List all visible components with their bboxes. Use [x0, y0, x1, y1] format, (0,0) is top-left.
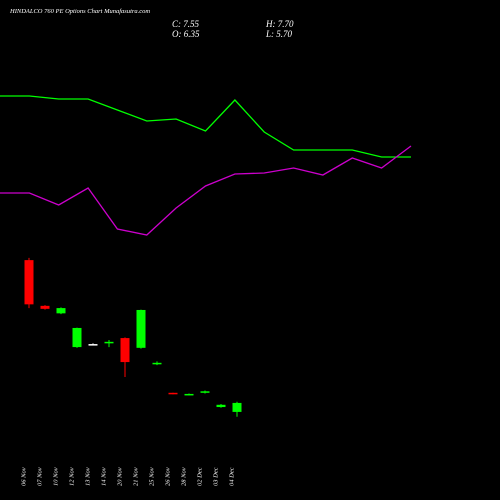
- x-tick-label: 07 Nov: [36, 467, 43, 486]
- candle-body: [232, 402, 242, 412]
- candle-body: [40, 305, 50, 309]
- x-tick-label: 03 Dec: [212, 467, 219, 486]
- x-tick-label: 20 Nov: [116, 467, 123, 486]
- candle-body: [168, 392, 178, 395]
- x-tick-label: 06 Nov: [20, 467, 27, 486]
- candle-body: [88, 344, 98, 346]
- candle-body: [56, 308, 66, 314]
- candle-body: [72, 327, 82, 348]
- chart-title: HINDALCO 760 PE Options Chart Munafasutr…: [9, 8, 150, 15]
- ohlc-info: H: 7.70: [265, 19, 294, 29]
- x-tick-label: 25 Nov: [148, 467, 155, 486]
- candle-body: [200, 391, 210, 393]
- candle-body: [184, 393, 194, 396]
- candle-body: [104, 341, 114, 344]
- ohlc-info: C: 7.55: [172, 19, 200, 29]
- candle-body: [136, 309, 146, 348]
- x-tick-label: 14 Nov: [100, 467, 107, 486]
- x-tick-label: 28 Nov: [180, 467, 187, 486]
- candle-body: [24, 260, 34, 305]
- candle-body: [120, 338, 130, 363]
- x-tick-label: 02 Dec: [196, 467, 203, 486]
- line-series: [0, 95, 411, 158]
- ohlc-info: L: 5.70: [265, 29, 293, 39]
- line-series: [0, 145, 412, 236]
- x-tick-label: 13 Nov: [84, 467, 91, 486]
- x-tick-label: 21 Nov: [132, 467, 139, 486]
- candle-body: [216, 404, 226, 408]
- x-tick-label: 12 Nov: [68, 467, 75, 486]
- ohlc-info: O: 6.35: [172, 29, 200, 39]
- candle-body: [152, 362, 162, 365]
- x-tick-label: 04 Dec: [228, 467, 235, 486]
- x-tick-label: 26 Nov: [164, 467, 171, 486]
- x-tick-label: 10 Nov: [52, 467, 59, 486]
